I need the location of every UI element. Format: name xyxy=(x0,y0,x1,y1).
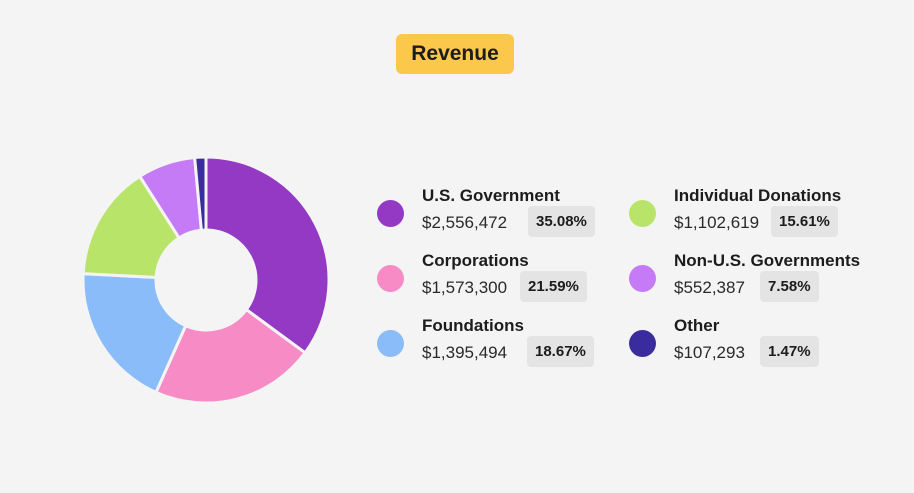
legend-value: $107,293 xyxy=(674,343,745,362)
legend-swatch xyxy=(377,330,404,357)
legend-item-other: Other $107,293 1.47% xyxy=(629,316,869,368)
legend-percentage-badge: 21.59% xyxy=(520,271,587,302)
legend-item-corporations: Corporations $1,573,300 21.59% xyxy=(377,251,617,303)
legend-item-non-u-s-governments: Non-U.S. Governments $552,387 7.58% xyxy=(629,251,869,303)
legend-swatch xyxy=(629,200,656,227)
legend-swatch xyxy=(629,330,656,357)
legend-swatch xyxy=(629,265,656,292)
donut-slice-corporations xyxy=(153,307,308,405)
legend-value: $1,395,494 xyxy=(422,343,508,362)
legend-value: $1,573,300 xyxy=(422,278,508,297)
legend-label: Non-U.S. Governments xyxy=(674,251,861,270)
legend-label: Other xyxy=(674,316,720,335)
donut-chart xyxy=(81,155,331,405)
legend-value: $552,387 xyxy=(674,278,745,297)
legend-item-u-s-government: U.S. Government $2,556,472 35.08% xyxy=(377,186,617,238)
donut-slice-foundations xyxy=(81,272,188,395)
legend-percentage-badge: 15.61% xyxy=(771,206,838,237)
legend-item-individual-donations: Individual Donations $1,102,619 15.61% xyxy=(629,186,869,238)
legend-percentage-badge: 7.58% xyxy=(760,271,819,302)
legend-item-foundations: Foundations $1,395,494 18.67% xyxy=(377,316,617,368)
legend-swatch xyxy=(377,200,404,227)
legend-value: $2,556,472 xyxy=(422,213,508,232)
legend-label: Individual Donations xyxy=(674,186,842,205)
donut-slice-other xyxy=(193,155,208,232)
legend-value: $1,102,619 xyxy=(674,213,760,232)
legend-label: Foundations xyxy=(422,316,524,335)
legend-swatch xyxy=(377,265,404,292)
donut-slice-u-s-government xyxy=(204,155,331,355)
legend-percentage-badge: 35.08% xyxy=(528,206,595,237)
legend-percentage-badge: 1.47% xyxy=(760,336,819,367)
chart-title: Revenue xyxy=(396,34,514,74)
legend-percentage-badge: 18.67% xyxy=(527,336,594,367)
legend-label: Corporations xyxy=(422,251,529,270)
legend-label: U.S. Government xyxy=(422,186,560,205)
